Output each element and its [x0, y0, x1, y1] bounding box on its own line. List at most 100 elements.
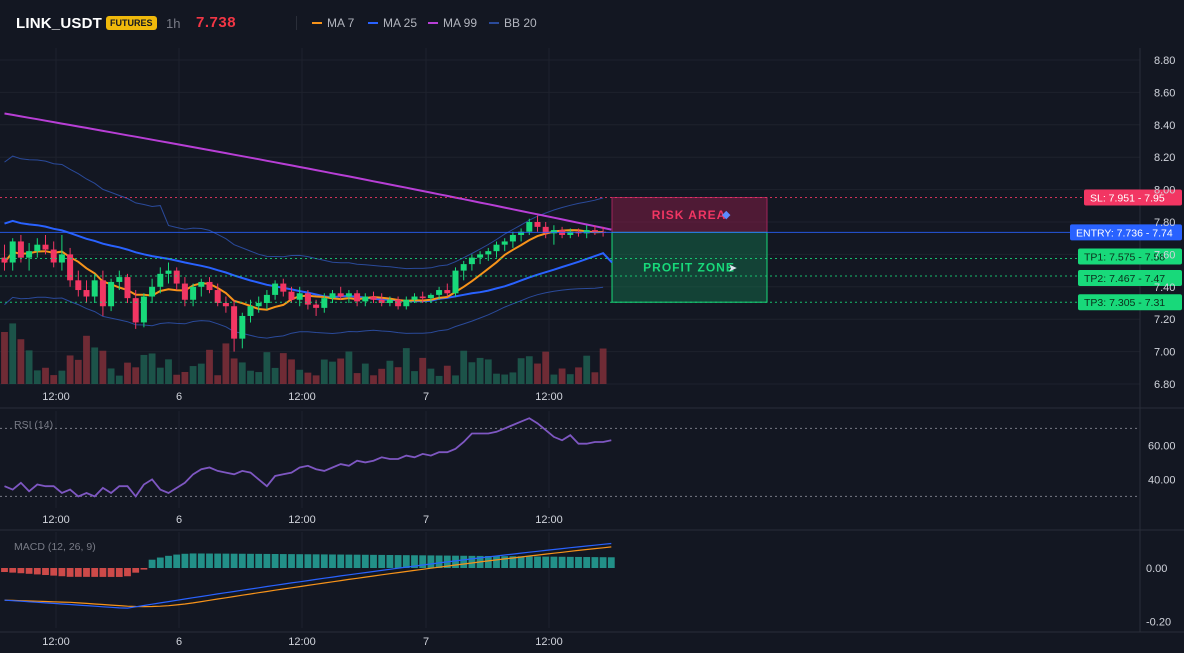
rsi-axis-label: 60.00	[1148, 440, 1176, 452]
rsi-axis-label: 40.00	[1148, 474, 1176, 486]
volume-bar	[17, 339, 25, 384]
candle-body	[542, 226, 549, 234]
legend-ma7[interactable]: MA 7	[312, 16, 354, 30]
candle-body	[157, 273, 164, 287]
macd-histogram-bar	[66, 568, 74, 577]
volume-bar	[509, 372, 517, 384]
candle-body	[337, 293, 344, 297]
macd-histogram-bar	[156, 557, 164, 568]
volume-bar	[542, 351, 550, 384]
candle-body	[329, 293, 336, 299]
price-axis-label: 8.80	[1154, 55, 1175, 67]
volume-bar	[197, 363, 205, 384]
candle-body	[124, 277, 131, 299]
candle-body	[468, 257, 475, 265]
macd-histogram-bar	[493, 556, 500, 568]
volume-bar	[189, 366, 197, 384]
candle-body	[313, 304, 320, 308]
level-tag-label: TP3: 7.305 - 7.31	[1084, 297, 1165, 309]
time-axis-label: 7	[423, 391, 429, 403]
volume-bar	[279, 353, 287, 384]
volume-bar	[427, 368, 435, 384]
candle-body	[370, 296, 377, 300]
macd-histogram-bar	[296, 554, 304, 568]
candle-body	[460, 264, 467, 271]
candle-body	[214, 290, 221, 303]
candle-body	[255, 303, 262, 307]
macd-histogram-bar	[115, 568, 123, 577]
candle-body	[354, 293, 361, 302]
time-axis-label: 12:00	[288, 636, 316, 648]
legend-ma99[interactable]: MA 99	[428, 16, 477, 30]
volume-bar	[468, 362, 476, 384]
macd-histogram-bar	[542, 556, 550, 568]
bb20-swatch	[489, 22, 499, 24]
legend-bb20[interactable]: BB 20	[489, 16, 537, 30]
macd-histogram-bar	[460, 555, 468, 568]
macd-histogram-bar	[222, 553, 230, 568]
level-tag-label: TP1: 7.575 - 7.58	[1084, 251, 1165, 263]
legend-ma25[interactable]: MA 25	[368, 16, 417, 30]
time-axis-label: 12:00	[535, 391, 563, 403]
macd-histogram-bar	[534, 556, 541, 568]
volume-bar	[296, 369, 304, 384]
macd-histogram-bar	[238, 553, 246, 568]
candle-body	[149, 286, 156, 297]
level-tag-label: TP2: 7.467 - 7.47	[1084, 273, 1165, 285]
macd-histogram-bar	[206, 553, 213, 568]
volume-bar	[74, 359, 82, 384]
macd-histogram-bar	[33, 568, 41, 575]
candle-body	[9, 241, 16, 263]
ma99-line	[4, 112, 612, 231]
macd-histogram-bar	[427, 555, 435, 568]
macd-histogram-bar	[99, 568, 107, 577]
volume-bar	[386, 360, 394, 384]
time-axis-label: 12:00	[42, 514, 70, 526]
symbol-name[interactable]: LINK_USDT	[16, 15, 102, 32]
timeframe-label[interactable]: 1h	[166, 16, 181, 31]
macd-histogram-bar	[378, 554, 386, 568]
volume-bar	[320, 359, 328, 384]
rsi-title: RSI (14)	[14, 419, 53, 431]
trade-levels: SL: 7.951 - 7.95 ENTRY: 7.736 - 7.74 TP1: …	[0, 189, 1182, 311]
volume-bar	[337, 358, 345, 384]
volume-bar	[361, 363, 369, 384]
price-axis-label: 7.40	[1154, 282, 1175, 294]
candle-body	[17, 241, 24, 258]
time-axis-label: 12:00	[288, 514, 316, 526]
volume-bar	[206, 349, 213, 384]
macd-histogram-bar	[140, 568, 148, 570]
candle-body	[452, 270, 459, 294]
time-axis-label: 6	[176, 514, 182, 526]
level-tag-label: SL: 7.951 - 7.95	[1090, 193, 1165, 205]
volume-bar	[411, 371, 418, 384]
volume-bar	[402, 348, 410, 384]
macd-histogram-bar	[484, 556, 492, 568]
volume-bar	[476, 357, 484, 384]
volume-bar	[132, 367, 140, 384]
volume-bar	[83, 335, 90, 384]
volume-bar	[566, 374, 574, 384]
candle-body	[83, 290, 90, 297]
price-axis-label: 8.60	[1154, 87, 1175, 99]
candle-body	[411, 296, 418, 300]
candle-body	[34, 244, 41, 252]
candle-body	[321, 298, 328, 308]
macd-histogram-bar	[386, 555, 394, 568]
volume-bar	[460, 350, 468, 384]
macd-histogram-bar	[9, 568, 17, 573]
volume-bar	[452, 375, 459, 384]
ma25-swatch	[368, 22, 378, 24]
level-tag	[1078, 248, 1182, 265]
volume-bar	[115, 375, 123, 384]
time-axis-label: 6	[176, 636, 182, 648]
volume-bar	[9, 323, 17, 384]
macd-histogram-bar	[1, 568, 8, 573]
candle-body	[239, 315, 246, 339]
candle-body	[427, 294, 434, 299]
profit-zone-label: PROFIT ZONE	[643, 260, 735, 274]
volume-bar	[33, 370, 41, 384]
volume-bar	[165, 359, 172, 384]
macd-histogram-bar	[583, 557, 591, 568]
